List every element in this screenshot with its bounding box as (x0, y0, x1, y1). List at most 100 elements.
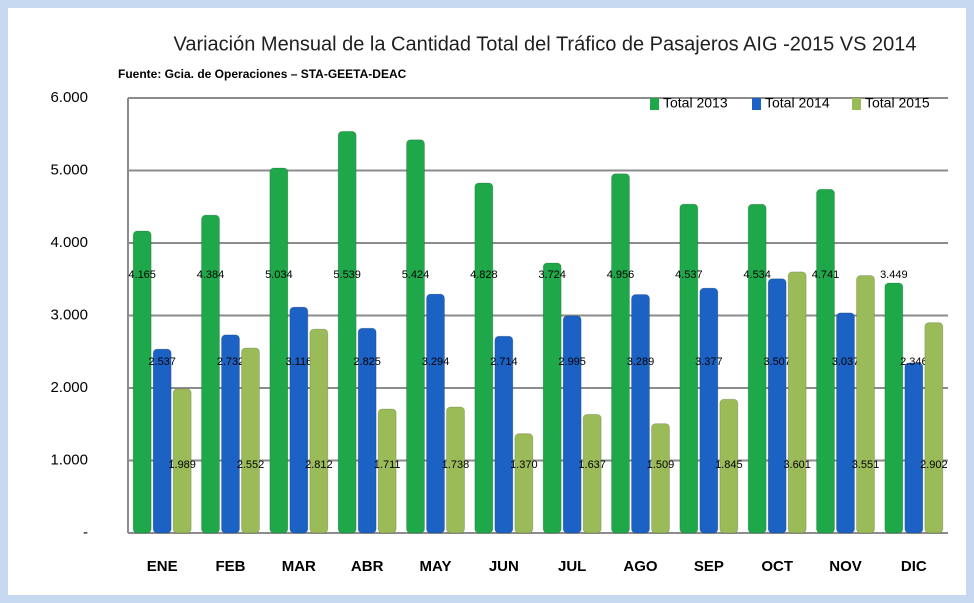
value-label: 2.812 (305, 459, 333, 471)
bar (562, 315, 582, 534)
y-tick-label: 6.000 (50, 89, 88, 106)
bar (816, 188, 835, 534)
bar (309, 328, 329, 534)
x-tick-label: DIC (901, 558, 927, 575)
x-tick-label: MAR (282, 558, 316, 575)
bar (787, 271, 807, 534)
bar (446, 406, 465, 534)
value-label: 3.551 (852, 459, 880, 471)
bar (357, 327, 377, 534)
value-label: 1.738 (442, 459, 470, 471)
y-tick-label: 3.000 (50, 306, 88, 323)
bar (904, 362, 924, 534)
x-tick-label: SEP (694, 558, 724, 575)
bar (631, 294, 650, 534)
legend-label: Total 2013 (663, 95, 728, 111)
value-label: 5.424 (402, 269, 430, 281)
x-tick-label: MAY (420, 558, 452, 575)
legend-swatch (852, 98, 861, 110)
bar (924, 322, 944, 534)
y-tick-label: 2.000 (50, 379, 88, 396)
value-label: 2.537 (148, 356, 176, 368)
value-label: 3.449 (880, 269, 908, 281)
value-label: 2.902 (920, 459, 948, 471)
value-label: 3.037 (832, 356, 860, 368)
bar (132, 230, 152, 534)
bar (542, 262, 562, 534)
value-label: 3.507 (763, 356, 791, 368)
y-tick-label: 1.000 (50, 451, 88, 468)
value-label: 4.165 (128, 269, 156, 281)
value-label: 3.116 (285, 356, 312, 368)
bar (699, 287, 719, 534)
bar (377, 408, 397, 534)
bar (747, 203, 767, 534)
x-tick-label: ENE (147, 558, 178, 575)
bar (289, 306, 309, 534)
bar (719, 398, 739, 534)
value-label: 3.601 (783, 459, 811, 471)
y-tick-label: 4.000 (50, 234, 88, 251)
value-label: 5.539 (333, 269, 361, 281)
legend-label: Total 2015 (865, 95, 930, 111)
value-label: 1.509 (647, 459, 675, 471)
value-label: 4.537 (675, 269, 703, 281)
chart-title: Variación Mensual de la Cantidad Total d… (173, 33, 916, 55)
bar (582, 413, 602, 534)
bar (836, 312, 855, 534)
y-tick-label: 5.000 (50, 161, 88, 178)
value-label: 1.989 (168, 459, 196, 471)
bar (172, 388, 192, 534)
bar (221, 334, 240, 534)
bar (651, 423, 670, 534)
value-label: 5.034 (265, 269, 293, 281)
x-tick-label: FEB (216, 558, 246, 575)
bar (152, 348, 172, 534)
value-label: 2.995 (558, 356, 586, 368)
bar (767, 278, 787, 534)
bar (201, 214, 220, 534)
value-label: 3.724 (538, 269, 566, 281)
value-label: 2.346 (900, 356, 928, 368)
x-tick-label: OCT (761, 558, 793, 575)
bar (611, 173, 630, 534)
value-label: 1.845 (715, 459, 743, 471)
x-tick-label: NOV (829, 558, 862, 575)
value-label: 2.552 (237, 459, 265, 471)
value-label: 2.825 (353, 356, 381, 368)
bar (406, 139, 425, 534)
bar (241, 347, 260, 534)
bar (856, 275, 875, 534)
y-tick-label: - (83, 524, 88, 541)
value-label: 3.377 (695, 356, 723, 368)
bar (884, 282, 904, 534)
legend-swatch (650, 98, 659, 110)
x-tick-label: AGO (623, 558, 658, 575)
x-tick-label: ABR (351, 558, 384, 575)
value-label: 1.637 (578, 459, 606, 471)
value-label: 2.732 (217, 356, 245, 368)
legend-label: Total 2014 (765, 95, 830, 111)
value-label: 3.294 (422, 356, 450, 368)
value-label: 1.370 (510, 459, 538, 471)
value-label: 4.828 (470, 269, 498, 281)
bar (426, 293, 445, 534)
x-tick-label: JUN (489, 558, 519, 575)
value-label: 2.714 (490, 356, 518, 368)
value-label: 3.289 (627, 356, 655, 368)
bar (337, 130, 357, 534)
bar (679, 203, 699, 534)
x-tick-label: JUL (558, 558, 586, 575)
value-label: 4.741 (812, 269, 840, 281)
value-label: 4.534 (743, 269, 771, 281)
bar (269, 167, 289, 534)
value-label: 1.711 (374, 459, 401, 471)
legend-swatch (752, 98, 761, 110)
bar (514, 433, 534, 534)
source-note: Fuente: Gcia. de Operaciones – STA-GEETA… (118, 67, 407, 81)
bar (474, 182, 494, 534)
value-label: 4.956 (607, 269, 635, 281)
bar (494, 335, 514, 534)
value-label: 4.384 (197, 269, 225, 281)
